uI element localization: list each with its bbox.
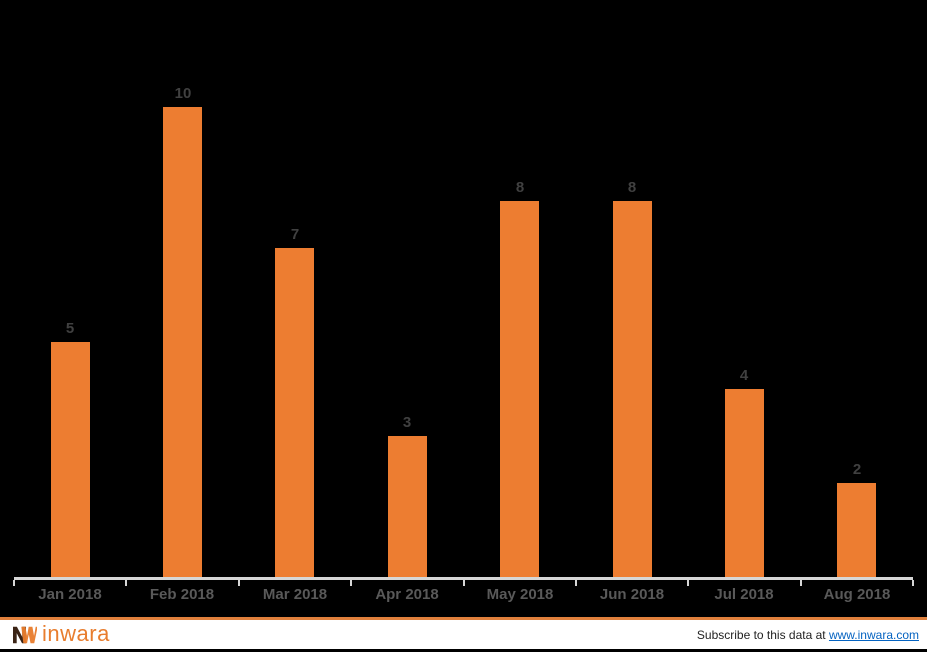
x-axis-label: May 2018 (486, 586, 554, 603)
x-axis-label: Jul 2018 (714, 586, 774, 603)
bar-value-label: 2 (852, 461, 862, 478)
x-axis-label: Feb 2018 (149, 586, 215, 603)
footer-bar: inwara Subscribe to this data at www.inw… (0, 617, 927, 649)
x-axis-label: Aug 2018 (823, 586, 891, 603)
bar-value-label: 8 (515, 179, 525, 196)
bar (725, 389, 764, 577)
bar-value-label: 10 (174, 85, 192, 102)
subscribe-prefix: Subscribe to this data at (696, 627, 829, 642)
x-axis-tick (125, 580, 127, 586)
bar-value-label: 8 (627, 179, 637, 196)
x-axis-label: Mar 2018 (262, 586, 328, 603)
x-axis-label: Jun 2018 (599, 586, 665, 603)
x-axis-line (14, 577, 913, 580)
x-axis-tick (912, 580, 914, 586)
x-axis-tick (463, 580, 465, 586)
x-axis-label: Jan 2018 (38, 586, 102, 603)
bar-value-label: 7 (290, 226, 300, 243)
bar-value-label: 3 (402, 414, 412, 431)
bar (613, 201, 652, 577)
bar (275, 248, 314, 577)
subscribe-text: Subscribe to this data at www.inwara.com (697, 628, 919, 642)
x-axis-tick (350, 580, 352, 586)
x-axis-tick (575, 580, 577, 586)
inwara-logo: inwara (13, 620, 110, 646)
bar (388, 436, 427, 577)
bar (500, 201, 539, 577)
bar-chart: 5 10 7 3 8 8 4 2 Jan 2018 Feb 2018 Mar 2018 Apr 20… (13, 85, 914, 603)
bar (837, 483, 876, 577)
inwara-monogram-icon (13, 626, 37, 643)
x-axis-label: Apr 2018 (375, 586, 439, 603)
bar (51, 342, 90, 577)
bar (163, 107, 202, 577)
bar-value-label: 5 (65, 320, 75, 337)
x-axis-tick (238, 580, 240, 586)
x-axis-tick (13, 580, 15, 586)
x-axis-tick (687, 580, 689, 586)
logo-text: inwara (42, 620, 110, 646)
inwara-link[interactable]: www.inwara.com (828, 627, 919, 642)
x-axis-tick (800, 580, 802, 586)
bar-value-label: 4 (739, 367, 749, 384)
